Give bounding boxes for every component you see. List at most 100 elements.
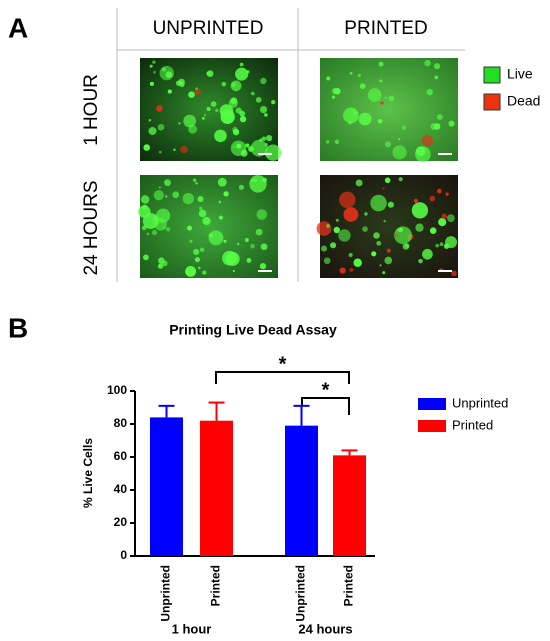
cell: [159, 65, 174, 81]
cell: [438, 218, 447, 227]
cell: [250, 91, 255, 96]
cell: [153, 190, 164, 201]
cell: [223, 191, 229, 197]
cell: [179, 81, 185, 88]
cell: [138, 205, 151, 218]
cell: [219, 104, 234, 118]
legend-swatch: [483, 66, 501, 84]
scale-bar: [438, 270, 452, 272]
cell: [398, 138, 401, 141]
cell: [388, 95, 395, 102]
cell: [167, 89, 172, 94]
cell: [259, 138, 263, 142]
cell: [422, 248, 433, 260]
row-header: 24 HOURS: [81, 180, 102, 275]
cell: [401, 125, 407, 131]
cell: [187, 225, 193, 231]
bar: [333, 455, 366, 556]
cell: [370, 194, 387, 212]
cell: [148, 126, 157, 136]
cell: [343, 107, 359, 124]
cell: [232, 269, 235, 273]
cell: [232, 128, 240, 136]
cell: [214, 129, 227, 143]
cell: [386, 248, 391, 253]
cell: [424, 59, 431, 67]
cell: [256, 209, 268, 220]
cell: [183, 114, 197, 128]
cell: [451, 270, 457, 277]
cell: [248, 146, 254, 152]
y-axis-label: % Live Cells: [81, 438, 95, 508]
cell: [202, 116, 205, 120]
cell: [228, 110, 232, 113]
panel-label: B: [8, 312, 28, 343]
cell: [271, 100, 276, 105]
cell: [206, 106, 211, 112]
cell: [323, 257, 331, 265]
cell: [264, 142, 268, 147]
cell: [349, 71, 353, 75]
cell: [353, 258, 362, 267]
cell: [244, 238, 249, 243]
cell: [217, 177, 227, 187]
cell: [398, 177, 403, 182]
annotation: *: [279, 353, 287, 375]
cell: [325, 140, 330, 144]
cell: [148, 119, 152, 122]
cell: [255, 228, 263, 236]
cell: [236, 242, 240, 246]
cell: [153, 70, 156, 74]
cell: [246, 258, 252, 263]
cell: [382, 271, 386, 275]
cell: [178, 122, 181, 125]
x-tick-label: Printed: [209, 565, 223, 606]
cell: [321, 245, 328, 252]
cell: [429, 195, 436, 202]
cell: [218, 215, 223, 220]
cell: [152, 60, 156, 64]
y-tick-label: 40: [114, 482, 128, 496]
significance-bracket: [215, 371, 350, 384]
cell: [222, 250, 237, 266]
cell: [245, 143, 250, 148]
cell: [255, 97, 262, 103]
cell: [357, 73, 361, 77]
cell: [259, 262, 267, 270]
cell: [193, 248, 200, 256]
cell: [441, 213, 448, 220]
cell: [259, 105, 268, 114]
cell: [326, 76, 331, 81]
cell: [199, 206, 203, 211]
micrographs: [138, 58, 458, 278]
cell: [198, 209, 207, 218]
cell: [182, 192, 194, 205]
cell: [343, 207, 359, 222]
cell: [430, 123, 438, 131]
y-tick-label: 100: [107, 383, 127, 397]
cell: [316, 221, 332, 236]
cell: [358, 112, 372, 126]
cell: [436, 188, 442, 194]
cell: [382, 187, 385, 190]
legend-swatch: [418, 398, 446, 410]
scale-bar: [258, 153, 272, 155]
cell: [395, 234, 398, 237]
cell: [402, 243, 410, 250]
y-tick-label: 20: [114, 515, 128, 529]
cell: [359, 83, 366, 90]
cell: [218, 200, 222, 204]
cell: [380, 101, 384, 105]
cell: [326, 224, 330, 228]
cell: [231, 82, 236, 87]
cell: [434, 75, 439, 80]
cell: [249, 175, 267, 193]
cell: [331, 95, 336, 99]
bar: [150, 417, 183, 556]
cell: [355, 179, 363, 187]
cell: [199, 247, 205, 252]
cell: [392, 145, 407, 160]
cell: [264, 144, 282, 161]
cell: [352, 110, 358, 116]
cell: [411, 202, 429, 219]
